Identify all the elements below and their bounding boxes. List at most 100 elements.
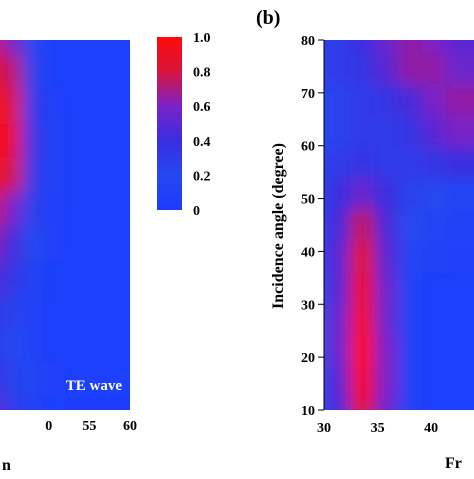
panel-b-cell <box>326 40 353 53</box>
panel-a-cell <box>42 394 66 410</box>
panel-b-cell <box>445 113 472 148</box>
panel-a-cell <box>42 292 66 329</box>
panel-a-cell <box>106 360 130 397</box>
panel-a-cell <box>127 155 130 192</box>
panel-b-cell <box>445 176 472 211</box>
panel-a-cell <box>21 394 45 410</box>
panel-b-cell <box>350 334 377 368</box>
panel-b-cell <box>445 239 472 274</box>
panel-b-x-ticks: 30 35 40 <box>317 421 438 436</box>
panel-a-cell <box>127 326 130 363</box>
panel-b-cell <box>421 40 448 53</box>
panel-b-x-axis-title-partial: Fr <box>445 455 462 472</box>
panel-b-cell <box>326 50 353 85</box>
panel-a-cell <box>106 121 130 158</box>
panel-b-cell <box>326 113 353 148</box>
panel-b-cell <box>326 239 353 274</box>
panel-a-cell <box>0 224 24 261</box>
panel-b-x-tick-label: 35 <box>371 421 385 436</box>
panel-b-y-axis-title: Incidence angle (degree) <box>270 143 287 309</box>
panel-a-cell <box>127 53 130 90</box>
panel-b-cell <box>445 145 472 179</box>
panel-b-y-tick-label: 10 <box>301 404 315 419</box>
panel-b-cell <box>324 365 329 400</box>
panel-b-cell <box>421 271 448 305</box>
panel-a-cell <box>106 155 130 192</box>
panel-b-cell <box>445 82 472 116</box>
panel-b-cell <box>398 82 424 116</box>
panel-a-cell <box>21 326 45 363</box>
panel-b-cell <box>421 176 448 211</box>
panel-a-cell <box>42 121 66 158</box>
panel-a-cell <box>85 53 109 90</box>
panel-a-cell <box>42 40 66 56</box>
panel-b-cell <box>374 302 400 337</box>
panel-a-cell <box>127 292 130 329</box>
panel-a-cell <box>64 394 88 410</box>
colorbar-tick-label: 0.8 <box>193 66 211 81</box>
panel-a-cell <box>42 87 66 124</box>
panel-b-cell <box>324 302 329 337</box>
panel-b-y-tick-label: 60 <box>301 140 315 155</box>
panel-a-cell <box>64 155 88 192</box>
panel-b-cell <box>324 82 329 116</box>
panel-b-cell <box>326 82 353 116</box>
panel-b-cell <box>326 397 353 410</box>
panel-b-cell <box>326 334 353 368</box>
panel-a-cell <box>64 326 88 363</box>
panel-a-cell <box>21 292 45 329</box>
panel-b-cell <box>421 50 448 85</box>
panel-b-cell <box>398 145 424 179</box>
panel-a-cell <box>64 87 88 124</box>
panel-b-cell <box>445 302 472 337</box>
panel-b-cell <box>469 113 474 148</box>
panel-b-cell <box>350 82 377 116</box>
panel-a-cell <box>21 224 45 261</box>
panel-b-y-tick-label: 30 <box>301 298 315 313</box>
panel-b-cell <box>374 334 400 368</box>
panel-b-y-tick-label: 50 <box>301 193 315 208</box>
panel-b-cell <box>398 271 424 305</box>
panel-a-x-tick-label: 0 <box>45 419 52 434</box>
panel-a-cell <box>127 360 130 397</box>
panel-b-cell <box>374 145 400 179</box>
panel-b-cell <box>326 271 353 305</box>
panel-a-cell <box>0 87 24 124</box>
panel-a-cell <box>106 189 130 226</box>
panel-b-cell <box>398 176 424 211</box>
panel-b-cell <box>421 302 448 337</box>
panel-b-cell <box>398 50 424 85</box>
panel-a-cell <box>127 258 130 295</box>
panel-b-cell <box>324 113 329 148</box>
panel-b-cell <box>374 397 400 410</box>
panel-a-cell <box>0 53 24 90</box>
panel-b-cell <box>445 271 472 305</box>
panel-a-x-axis-title-partial: n <box>2 457 11 474</box>
panel-a-cell <box>106 326 130 363</box>
panel-b-cell <box>469 82 474 116</box>
panel-a-cell <box>64 360 88 397</box>
panel-a-cell <box>127 121 130 158</box>
panel-a-cell <box>127 189 130 226</box>
panel-b-x-tick-label: 30 <box>317 421 331 436</box>
panel-b-cell <box>398 113 424 148</box>
colorbar-tick-label: 0 <box>193 204 200 219</box>
panel-a-cell <box>0 189 24 226</box>
panel-b-cells <box>324 40 474 410</box>
panel-b-cell <box>374 239 400 274</box>
panel-b-cell <box>398 397 424 410</box>
colorbar-tick-label: 0.6 <box>193 100 211 115</box>
panel-a-x-tick-label: 55 <box>82 419 96 434</box>
panel-a-cell <box>106 53 130 90</box>
panel-a-cell <box>106 258 130 295</box>
panel-a-cell <box>21 189 45 226</box>
panel-b-cell <box>469 239 474 274</box>
panel-a-cell <box>21 121 45 158</box>
te-wave-annotation: TE wave <box>66 378 123 394</box>
panel-b-cell <box>374 82 400 116</box>
panel-b-cell <box>421 113 448 148</box>
panel-b-cell <box>469 40 474 53</box>
panel-b-cell <box>350 113 377 148</box>
